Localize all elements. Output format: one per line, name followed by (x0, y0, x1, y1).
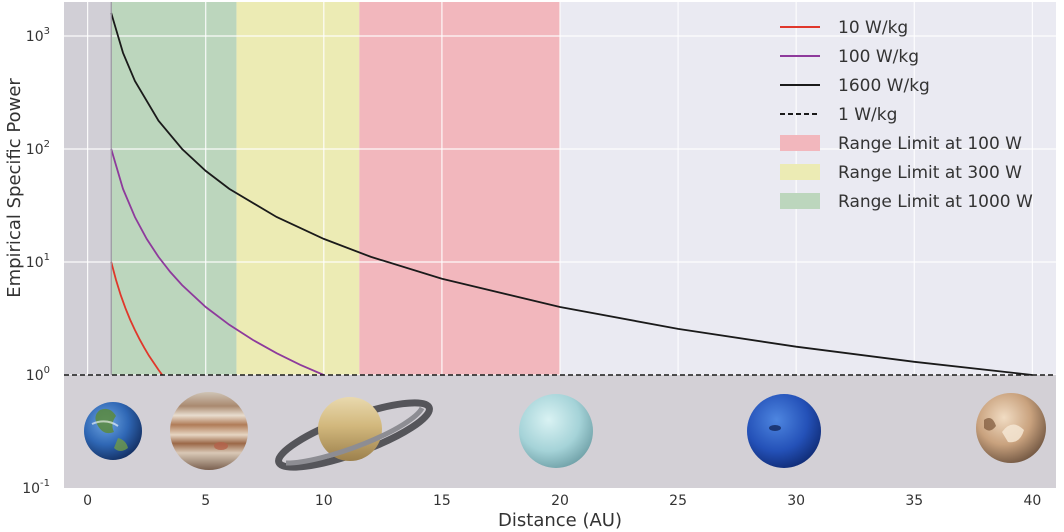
saturn-image (275, 397, 433, 471)
neptune-image (747, 394, 821, 468)
planet-images (84, 392, 1046, 471)
legend-label: 100 W/kg (838, 47, 919, 67)
x-tick-label: 10 (315, 493, 333, 509)
legend-label: Range Limit at 100 W (838, 134, 1022, 154)
legend-label: 1600 W/kg (838, 76, 930, 96)
uranus-image (519, 394, 593, 468)
earth-image (84, 402, 142, 460)
x-tick-label: 25 (669, 493, 687, 509)
x-tick-label: 35 (905, 493, 923, 509)
x-axis-label: Distance (AU) (498, 510, 622, 531)
x-axis-ticks: 0 5 10 15 20 25 30 35 40 (83, 493, 1041, 509)
x-tick-label: 30 (787, 493, 805, 509)
legend-label: 1 W/kg (838, 105, 897, 125)
legend-patch-swatch (780, 164, 820, 180)
x-tick-label: 20 (551, 493, 569, 509)
series-line-1 (110, 261, 164, 376)
x-tick-label: 15 (433, 493, 451, 509)
y-tick-label: 10-1 (22, 478, 50, 497)
legend: 10 W/kg 100 W/kg 1600 W/kg 1 W/kg Range Limi… (780, 18, 1033, 212)
pluto-image (976, 393, 1046, 463)
y-tick-label: 100 (26, 365, 50, 384)
series-lines (64, 12, 1056, 376)
x-tick-label: 0 (83, 493, 92, 509)
x-tick-label: 40 (1023, 493, 1041, 509)
series-line-3 (110, 12, 1033, 376)
y-tick-label: 103 (26, 26, 50, 45)
y-tick-label: 102 (26, 139, 50, 158)
legend-label: 10 W/kg (838, 18, 908, 38)
y-axis-ticks: 10-1 100 101 102 103 (22, 26, 50, 497)
plot-area (64, 2, 1056, 488)
legend-patch-swatch (780, 193, 820, 209)
legend-patch-swatch (780, 135, 820, 151)
legend-label: Range Limit at 1000 W (838, 192, 1033, 212)
x-tick-label: 5 (201, 493, 210, 509)
y-axis-label: Empirical Specific Power (4, 78, 25, 298)
series-line-2 (110, 148, 325, 376)
jupiter-image (170, 392, 248, 470)
legend-label: Range Limit at 300 W (838, 163, 1022, 183)
y-tick-label: 101 (26, 252, 50, 271)
